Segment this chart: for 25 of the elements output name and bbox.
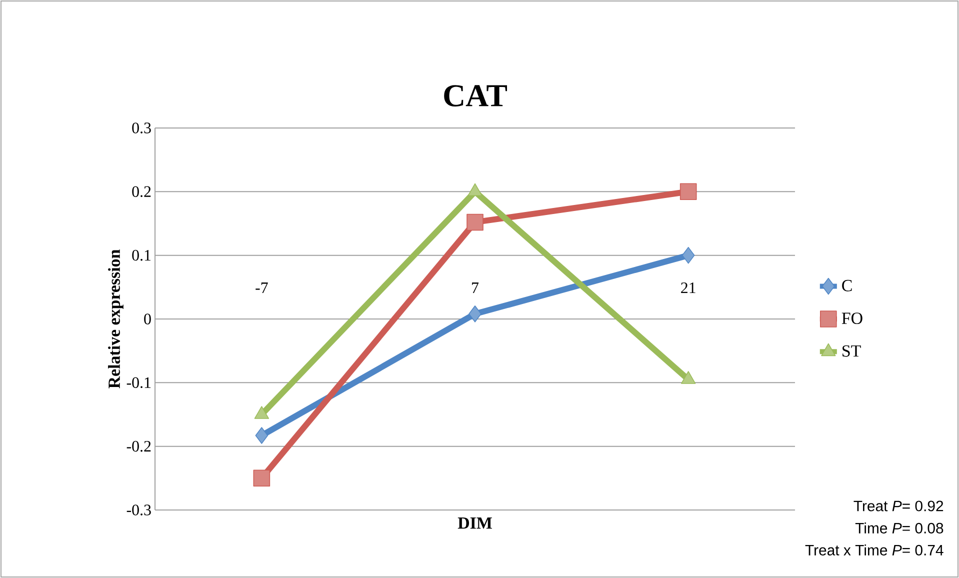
point [255, 427, 268, 444]
y-axis-title: Relative expression [108, 250, 124, 388]
text: Time P= 0.08 [855, 522, 944, 534]
y-tick-label: 0 [144, 314, 151, 324]
point [253, 470, 270, 487]
x-tick-label: 7 [472, 282, 479, 293]
y-tick-label: -0.3 [126, 504, 151, 516]
x-tick-label: 21 [681, 282, 696, 294]
y-tick-label: 0.1 [132, 250, 151, 261]
y-tick-label: 0.2 [132, 186, 151, 198]
legend-label: C [842, 280, 852, 292]
x-tick-label: -7 [256, 282, 268, 293]
chart-title: CAT [444, 85, 507, 106]
point [682, 246, 695, 264]
y-tick-label: -0.2 [126, 440, 151, 452]
point [468, 305, 482, 322]
y-tick-label: -0.1 [126, 377, 151, 388]
legend-label: FO [842, 312, 862, 324]
text: Treat x Time P= 0.74 [805, 544, 944, 556]
point [680, 183, 697, 200]
point [466, 214, 484, 231]
y-tick-label: 0.3 [132, 122, 151, 134]
text: Treat P= 0.92 [854, 500, 944, 512]
x-axis-title: DIM [458, 518, 492, 529]
legend-label: ST [842, 345, 861, 357]
